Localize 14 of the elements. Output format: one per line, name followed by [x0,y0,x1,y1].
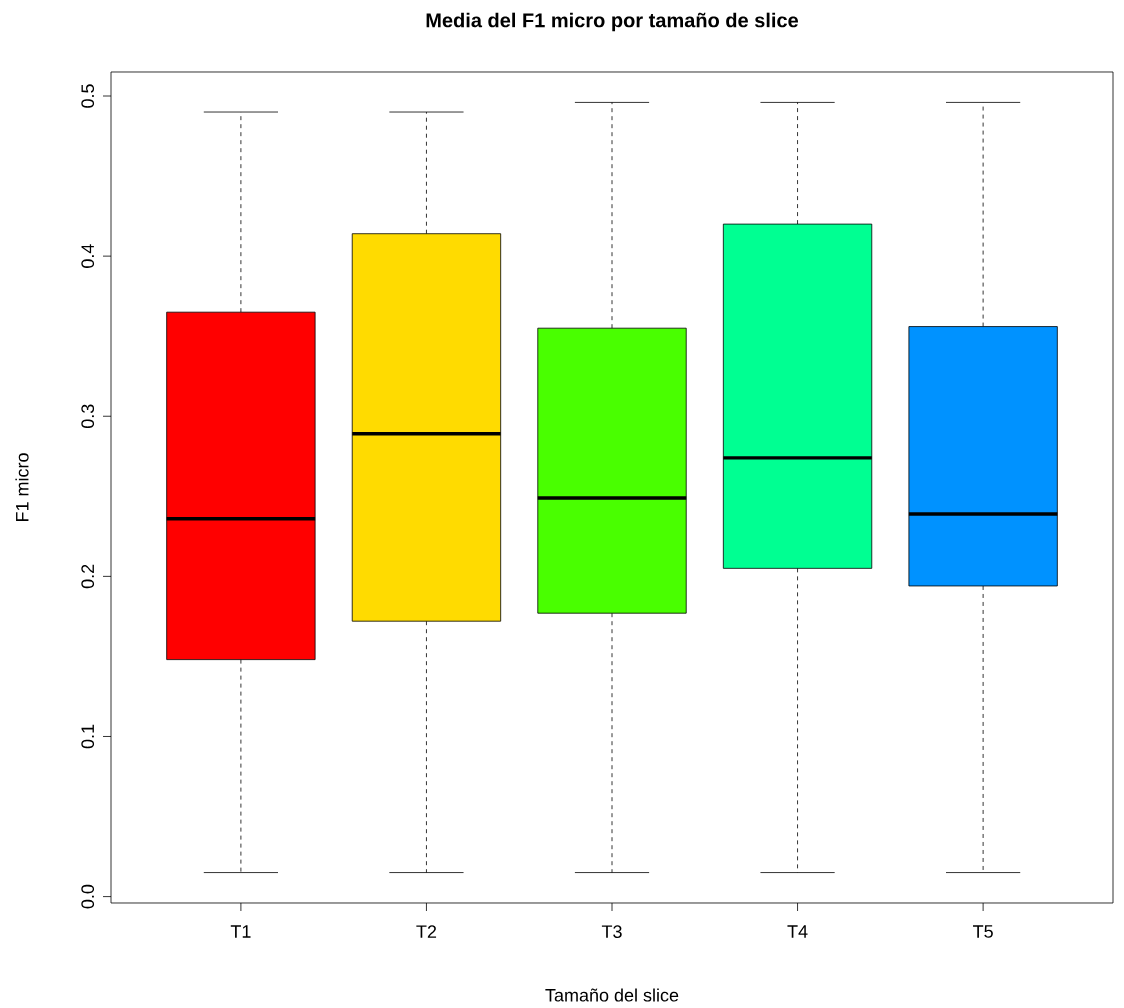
x-axis-title: Tamaño del slice [545,988,679,1002]
y-tick-label: 0.5 [81,84,95,108]
x-tick-label: T5 [973,925,993,938]
y-tick-label: 0.4 [81,244,95,268]
x-tick-label: T1 [230,925,251,938]
y-tick-label: 0.3 [81,404,95,429]
y-tick-label: 0.0 [81,884,95,909]
x-tick-label: T2 [416,925,437,938]
chart-title: Media del F1 micro por tamaño de slice [426,12,799,32]
x-tick-label: T3 [601,925,622,938]
y-axis-title: F1 micro [15,453,29,522]
y-tick-label: 0.1 [81,724,95,749]
x-tick-label: T4 [787,925,808,938]
y-tick-label: 0.2 [81,564,95,589]
